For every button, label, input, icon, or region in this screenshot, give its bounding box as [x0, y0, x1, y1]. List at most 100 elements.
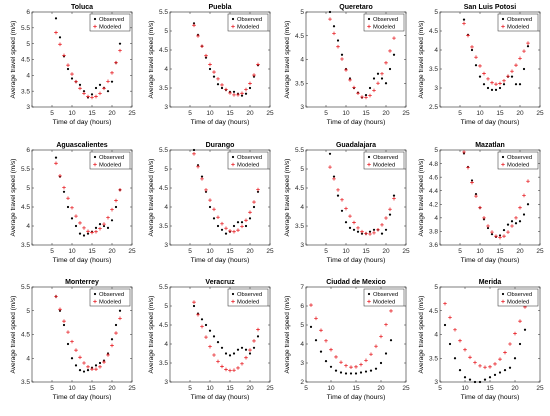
subplot-aguascalientes: Aguascalientes 5 10 15 20 25 3.5 4 4.5 5 5.5 6 Time …	[10, 142, 136, 264]
modeled-point	[58, 174, 62, 178]
legend-observed-label: Observed	[99, 17, 124, 23]
x-axis-label: Time of day (hours)	[53, 119, 112, 126]
x-tick-label: 25	[266, 110, 274, 117]
modeled-point	[220, 83, 224, 87]
modeled-point	[453, 327, 457, 332]
y-axis-label: Average travel speed (m/s)	[418, 159, 425, 237]
modeled-point	[470, 45, 474, 49]
modeled-point	[82, 91, 86, 96]
observed-point	[360, 232, 364, 235]
x-tick-label: 5	[438, 385, 442, 392]
y-tick-label: 5	[434, 284, 438, 291]
observed-point	[453, 357, 457, 360]
modeled-point	[62, 185, 66, 190]
legend-box	[363, 288, 405, 307]
subplot-title: Ciudad de Mexico	[326, 279, 386, 286]
observed-point	[458, 369, 462, 372]
observed-point	[224, 232, 228, 235]
x-tick-label: 15	[486, 385, 494, 392]
modeled-point	[482, 71, 486, 76]
modeled-point	[248, 348, 252, 352]
modeled-point	[220, 221, 224, 226]
observed-point	[98, 83, 102, 86]
modeled-point	[232, 368, 236, 373]
modeled-point	[86, 229, 90, 234]
modeled-point	[110, 71, 114, 75]
observed-point	[110, 219, 114, 222]
modeled-point	[328, 17, 332, 21]
modeled-point	[478, 64, 482, 68]
modeled-point	[252, 200, 256, 204]
x-tick-label: 10	[206, 385, 214, 392]
modeled-point	[106, 215, 110, 220]
series-observed	[309, 325, 393, 375]
x-tick-label: 20	[246, 248, 254, 255]
legend-modeled-label: Modeled	[507, 300, 529, 306]
observed-point	[339, 371, 343, 374]
modeled-point	[208, 344, 212, 349]
x-tick-label: 20	[516, 110, 524, 117]
observed-point	[232, 90, 236, 93]
observed-point	[74, 364, 78, 367]
observed-point	[379, 361, 383, 365]
modeled-point	[340, 57, 344, 61]
y-tick-label: 4	[164, 341, 168, 348]
modeled-point	[462, 21, 466, 26]
modeled-point	[309, 303, 313, 307]
legend-modeled-marker	[231, 162, 235, 167]
observed-point	[212, 335, 216, 338]
modeled-point	[208, 198, 212, 202]
modeled-point	[502, 234, 506, 238]
legend-observed-label: Observed	[507, 155, 532, 161]
modeled-point	[506, 74, 510, 79]
legend-modeled-marker	[93, 162, 97, 167]
observed-point	[94, 226, 98, 229]
observed-point	[332, 25, 336, 28]
observed-point	[86, 369, 90, 372]
series-observed	[54, 156, 122, 237]
modeled-point	[200, 324, 204, 329]
legend-box	[89, 13, 131, 32]
modeled-point	[248, 81, 252, 86]
modeled-point	[334, 355, 338, 359]
observed-point	[486, 226, 490, 230]
subplot-san-luis-potosi: San Luis Potosi 5 10 15 20 25 2.5 3 3.5 4 4.5 5 Time…	[418, 4, 544, 126]
modeled-point	[474, 194, 478, 198]
series-modeled	[192, 152, 260, 234]
modeled-point	[513, 331, 517, 336]
observed-point	[498, 371, 502, 374]
observed-point	[328, 10, 332, 14]
modeled-point	[384, 61, 388, 65]
modeled-point	[474, 55, 478, 60]
subplot-title: Merida	[479, 279, 502, 286]
subplot-mazatlan: Mazatlan 5 10 15 20 25 3.6 3.8 4 4.2 4.4 4.6 4.8 5 Tim…	[418, 142, 544, 264]
observed-point	[256, 335, 260, 338]
legend-modeled-marker	[501, 299, 505, 304]
modeled-point	[212, 353, 216, 357]
observed-point	[94, 364, 98, 367]
y-tick-label: 3	[434, 85, 438, 92]
x-tick-label: 10	[461, 385, 469, 392]
legend-modeled-marker	[501, 162, 505, 167]
modeled-point	[216, 359, 220, 364]
subplot-monterrey: Monterrey 5 10 15 20 25 3.5 4 4.5 5 5.5 Time of day…	[10, 279, 136, 401]
y-tick-label: 3.6	[429, 242, 438, 249]
modeled-point	[510, 69, 514, 74]
observed-point	[102, 224, 106, 228]
x-tick-label: 15	[88, 248, 96, 255]
observed-point	[482, 83, 486, 86]
modeled-point	[118, 48, 122, 53]
y-tick-label: 4	[434, 332, 438, 339]
x-tick-label: 15	[352, 385, 360, 392]
x-tick-label: 10	[206, 110, 214, 117]
series-modeled	[309, 303, 393, 369]
observed-point	[368, 86, 372, 90]
modeled-point	[114, 331, 118, 335]
observed-point	[443, 323, 447, 327]
legend: Observed Modeled	[363, 288, 405, 307]
legend-box	[89, 288, 131, 307]
modeled-point	[252, 339, 256, 343]
series-modeled	[192, 23, 260, 97]
x-tick-label: 20	[511, 385, 519, 392]
observed-point	[204, 323, 208, 327]
